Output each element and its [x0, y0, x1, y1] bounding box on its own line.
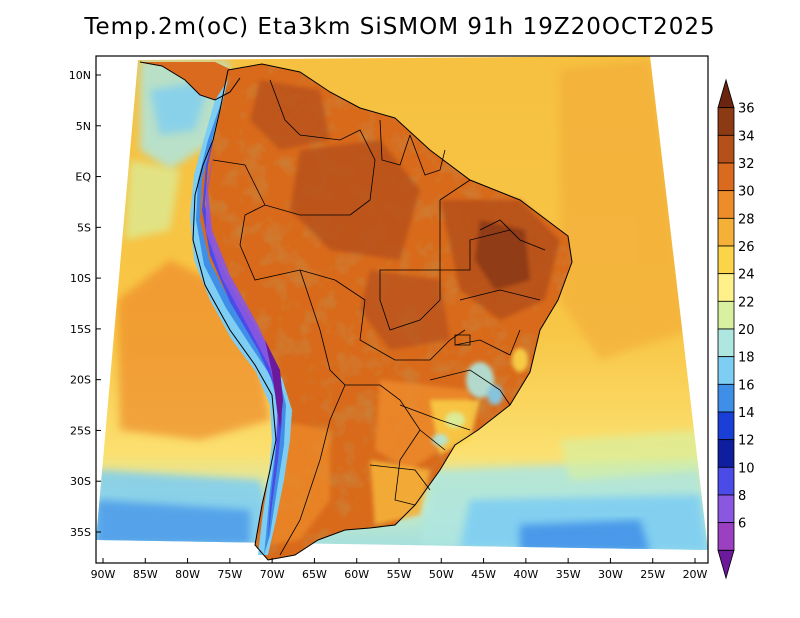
colorbar-segment	[717, 328, 735, 358]
lon-tick-label: 30W	[598, 568, 623, 581]
lat-tick-label: 30S	[70, 475, 91, 488]
lon-tick-label: 70W	[260, 568, 285, 581]
lat-tick-label: 25S	[70, 424, 91, 437]
colorbar-bottom-arrow	[717, 549, 735, 580]
lat-tick-label: EQ	[75, 171, 91, 184]
lat-tick-label: 5N	[76, 120, 91, 133]
colorbar-label: 28	[738, 212, 755, 227]
colorbar-label: 32	[738, 157, 755, 172]
lon-tick-label: 75W	[217, 568, 242, 581]
colorbar-label: 34	[738, 129, 755, 144]
colorbar-segment	[717, 300, 735, 330]
lat-tick-label: 10S	[70, 272, 91, 285]
colorbar-segment	[717, 411, 735, 441]
colorbar-segment	[717, 522, 735, 551]
colorbar-segment	[717, 273, 735, 302]
lon-tick-label: 35W	[556, 568, 581, 581]
lat-tick-label: 35S	[70, 526, 91, 539]
lon-tick-label: 85W	[133, 568, 158, 581]
lon-tick-label: 60W	[344, 568, 369, 581]
central-america-land	[140, 62, 240, 100]
map-title: Temp.2m(oC) Eta3km SiSMOM 91h 19Z20OCT20…	[84, 14, 716, 40]
lon-tick-label: 45W	[471, 568, 496, 581]
colorbar-segment	[717, 134, 735, 164]
colorbar-label: 30	[738, 185, 755, 200]
lon-tick-label: 25W	[640, 568, 665, 581]
colorbar-label: 18	[738, 351, 755, 366]
colorbar-segment	[717, 107, 735, 136]
lon-tick-label: 65W	[302, 568, 327, 581]
colorbar-label: 26	[738, 240, 755, 255]
colorbar-label: 14	[738, 406, 755, 421]
andes-cold-band	[190, 80, 292, 555]
map-canvas	[96, 48, 708, 563]
lat-tick-label: 5S	[77, 221, 91, 234]
lon-tick-label: 90W	[91, 568, 116, 581]
colorbar-segment	[717, 356, 735, 385]
lon-tick-label: 20W	[683, 568, 708, 581]
plot-frame	[95, 55, 709, 564]
longitude-axis: 90W 85W 80W 75W 70W 65W 60W 55W 50W 45W 40W 35W 30W 2…	[91, 558, 708, 581]
colorbar-label: 36	[738, 102, 755, 117]
colorbar-label: 24	[738, 268, 755, 283]
colorbar-label: 16	[738, 378, 755, 393]
colorbar-label: 6	[738, 517, 746, 532]
coastlines	[139, 61, 573, 561]
lat-tick-label: 15S	[70, 323, 91, 336]
colorbar-segment	[717, 494, 735, 524]
colorbar-label: 10	[738, 461, 755, 476]
colorbar-segment	[717, 162, 735, 192]
colorbar-segment	[717, 190, 735, 219]
colorbar-label: 12	[738, 434, 755, 449]
colorbar-segment	[717, 466, 735, 496]
country-borders	[212, 79, 546, 556]
lon-tick-label: 50W	[429, 568, 454, 581]
colorbar-segment	[717, 217, 735, 247]
lat-tick-label: 10N	[69, 69, 91, 82]
colorbar-top-arrow	[717, 78, 735, 109]
colorbar: 36 34 32 30 28 26 24 22 20 18 16 14 12 10 8 6	[717, 78, 755, 580]
lat-tick-label: 20S	[70, 374, 91, 387]
colorbar-segment	[717, 383, 735, 413]
lon-tick-label: 55W	[387, 568, 412, 581]
colorbar-label: 8	[738, 489, 746, 504]
colorbar-segment	[717, 245, 735, 275]
colorbar-segment	[717, 439, 735, 468]
lon-tick-label: 40W	[513, 568, 538, 581]
colorbar-label: 22	[738, 295, 755, 310]
colorbar-label: 20	[738, 323, 755, 338]
lon-tick-label: 80W	[175, 568, 200, 581]
latitude-axis: 10N 5N EQ 5S 10S 15S 20S 25S 30S 35S	[69, 69, 101, 539]
